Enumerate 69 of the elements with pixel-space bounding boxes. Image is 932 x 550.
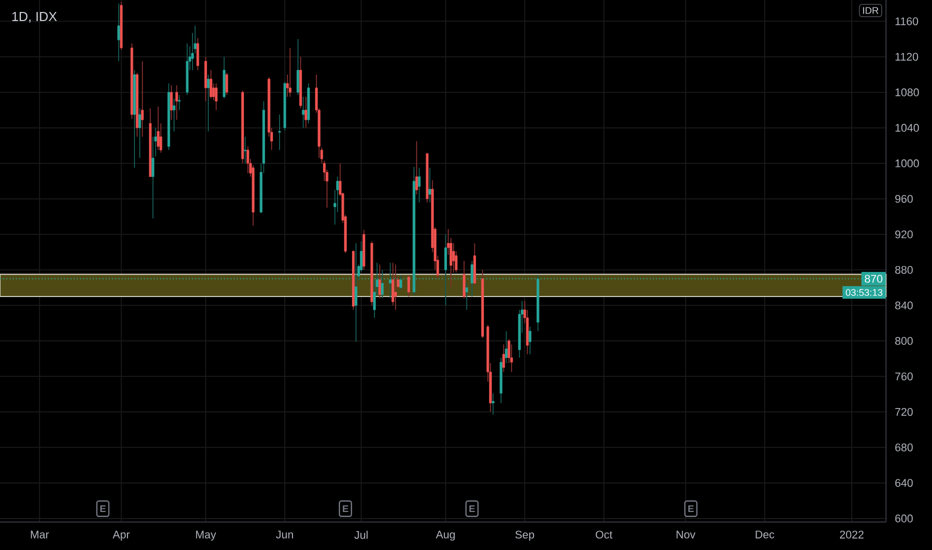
candlestick — [207, 74, 210, 132]
candlestick — [178, 94, 181, 111]
annotation: IDR — [863, 7, 878, 14]
y-tick-label: 800 — [895, 336, 913, 345]
x-tick-label: Jul — [354, 530, 368, 539]
annotation: E — [688, 505, 694, 512]
annotation: E — [469, 505, 475, 512]
x-tick-label: Dec — [756, 530, 774, 538]
candlestick — [296, 38, 300, 96]
candlestick — [394, 264, 397, 310]
x-tick-label: Mar — [30, 530, 49, 538]
candlestick — [470, 260, 474, 298]
candlestick — [444, 234, 447, 306]
y-tick-label: 1160 — [896, 17, 918, 26]
candlestick — [428, 167, 432, 203]
candlestick — [288, 47, 292, 98]
y-tick-label: 840 — [895, 301, 913, 310]
candlestick — [465, 282, 468, 310]
y-tick-label: 920 — [895, 230, 913, 238]
candlestick — [244, 136, 247, 164]
x-tick-label: Oct — [596, 530, 612, 539]
y-tick-label: 880 — [895, 266, 913, 274]
candlestick — [462, 260, 466, 299]
candlestick — [502, 344, 505, 372]
y-tick-label: 1000 — [896, 159, 919, 168]
y-tick-label: 600 — [895, 514, 913, 522]
y-tick-label: 680 — [895, 444, 913, 452]
x-tick-label: May — [196, 530, 216, 541]
candlestick — [528, 326, 532, 355]
candlestick — [225, 72, 228, 96]
candlestick — [214, 82, 218, 111]
text: 1D, IDX — [12, 12, 57, 23]
x-tick-label: Sep — [515, 530, 534, 541]
candlestick — [196, 38, 200, 71]
candlestick — [378, 264, 382, 299]
y-tick-label: 760 — [895, 372, 913, 380]
candlestick — [392, 262, 394, 306]
candlestick — [302, 96, 305, 128]
y-tick-label: 960 — [895, 194, 913, 203]
candlestick — [504, 330, 508, 364]
candlestick — [172, 98, 176, 132]
x-tick-label: Nov — [676, 530, 696, 538]
candlestick — [415, 140, 418, 195]
annotation: E — [100, 505, 106, 512]
ref-line-label: 870 — [864, 274, 882, 283]
y-tick-label: 1080 — [896, 88, 919, 96]
annotation: 03:53:13 — [846, 289, 882, 296]
candlestick — [175, 84, 178, 120]
candlestick — [407, 274, 410, 298]
candlestick — [210, 70, 212, 100]
y-tick-label: 640 — [895, 479, 913, 487]
x-tick-label: 2022 — [840, 530, 864, 539]
candlestick — [117, 3, 120, 62]
candlestick — [492, 392, 494, 416]
x-tick-label: Aug — [436, 530, 455, 541]
annotation: E — [342, 505, 348, 512]
candlestick — [418, 167, 421, 203]
y-tick-label: 1040 — [896, 124, 919, 132]
y-tick-label: 720 — [895, 408, 913, 416]
candlestick — [156, 106, 160, 151]
candlestick — [278, 114, 281, 151]
candlestick — [138, 108, 142, 159]
candlestick — [246, 146, 250, 174]
x-tick-label: Jun — [276, 530, 293, 538]
x-tick-label: Apr — [112, 530, 130, 541]
candlestick — [170, 84, 173, 120]
candlestick — [141, 60, 144, 138]
candlestick — [304, 96, 308, 128]
y-tick-label: 1120 — [896, 52, 918, 61]
